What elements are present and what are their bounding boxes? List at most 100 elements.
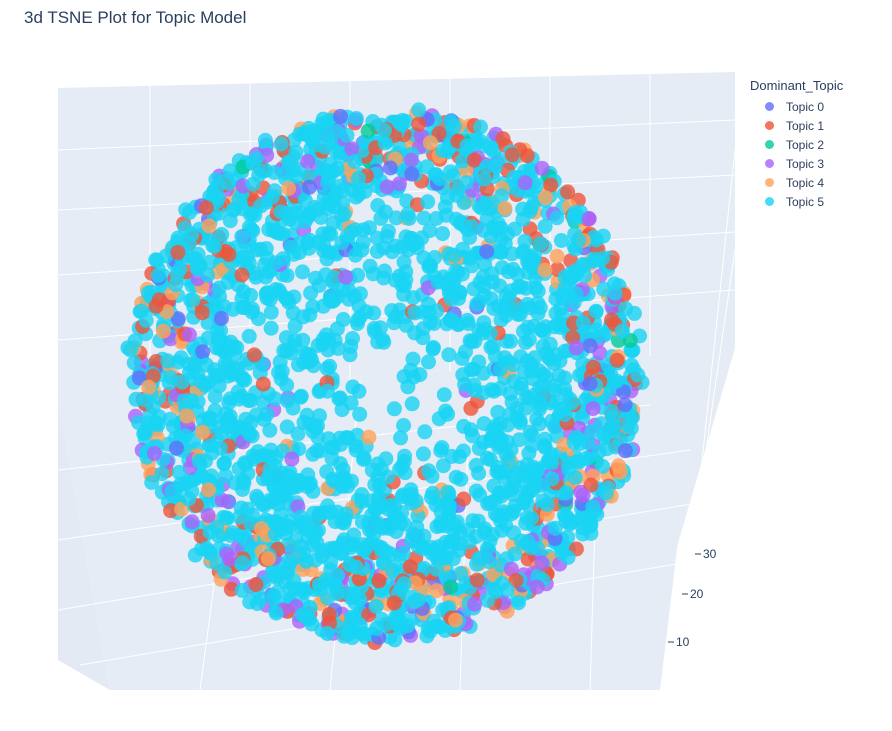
point-topic-5	[421, 463, 437, 479]
point-topic-5	[263, 320, 279, 336]
point-topic-5	[571, 232, 587, 248]
point-topic-5	[568, 286, 584, 302]
point-topic-5	[513, 533, 529, 549]
point-topic-0	[170, 311, 186, 327]
point-topic-5	[505, 357, 521, 373]
point-topic-0	[617, 443, 633, 459]
chart-title: 3d TSNE Plot for Topic Model	[24, 8, 247, 27]
point-topic-5	[311, 234, 327, 250]
point-topic-0	[213, 311, 229, 326]
z-tick-label: 30	[703, 547, 717, 561]
point-topic-5	[275, 226, 291, 242]
point-topic-5	[319, 383, 335, 399]
point-topic-3	[467, 596, 483, 612]
point-topic-3	[184, 514, 200, 530]
legend-item-topic-4[interactable]: Topic 4	[750, 173, 843, 192]
point-topic-5	[341, 291, 357, 307]
legend-item-topic-3[interactable]: Topic 3	[750, 154, 843, 173]
point-topic-5	[291, 357, 306, 373]
point-topic-1	[255, 376, 271, 392]
point-topic-5	[450, 181, 466, 197]
point-topic-5	[255, 496, 270, 512]
legend-item-topic-2[interactable]: Topic 2	[750, 135, 843, 154]
point-topic-5	[448, 469, 464, 485]
point-topic-5	[218, 468, 234, 484]
point-topic-5	[336, 515, 352, 531]
point-topic-5	[243, 392, 259, 408]
point-topic-3	[222, 551, 238, 567]
point-topic-5	[451, 542, 467, 558]
point-topic-5	[340, 430, 356, 446]
point-topic-5	[404, 533, 420, 549]
point-topic-5	[476, 416, 492, 432]
legend-item-topic-5[interactable]: Topic 5	[750, 192, 843, 211]
point-topic-3	[403, 152, 419, 168]
point-topic-4	[448, 612, 464, 628]
point-topic-5	[271, 364, 287, 380]
left-wall	[58, 88, 110, 690]
point-topic-4	[361, 429, 377, 445]
point-topic-0	[195, 344, 211, 360]
point-topic-5	[187, 547, 203, 563]
point-topic-5	[614, 323, 630, 339]
point-topic-5	[270, 490, 286, 506]
point-topic-5	[208, 172, 224, 188]
point-topic-5	[396, 576, 412, 592]
point-topic-5	[373, 320, 388, 336]
point-topic-1	[151, 292, 167, 308]
point-topic-5	[349, 316, 365, 332]
point-topic-5	[544, 471, 560, 487]
point-topic-5	[446, 247, 462, 263]
point-topic-5	[370, 198, 386, 213]
point-topic-5	[302, 600, 318, 615]
point-topic-4	[174, 501, 190, 517]
point-topic-5	[396, 418, 412, 433]
legend-marker-topic-0	[765, 102, 774, 111]
legend-item-topic-1[interactable]: Topic 1	[750, 116, 843, 135]
point-topic-5	[493, 245, 509, 260]
scatter-points	[120, 102, 650, 651]
point-topic-5	[333, 207, 349, 223]
point-topic-5	[518, 400, 534, 416]
point-topic-5	[432, 171, 448, 187]
point-topic-5	[462, 534, 477, 550]
point-topic-5	[443, 114, 459, 130]
point-topic-5	[535, 493, 551, 509]
point-topic-5	[305, 446, 321, 462]
point-topic-1	[504, 147, 520, 163]
point-topic-5	[433, 443, 449, 459]
legend-item-topic-0[interactable]: Topic 0	[750, 97, 843, 116]
point-topic-5	[381, 520, 397, 536]
point-topic-5	[342, 557, 358, 573]
point-topic-5	[375, 555, 391, 571]
point-topic-5	[299, 407, 315, 423]
point-topic-4	[179, 408, 195, 424]
grid-line	[689, 249, 736, 561]
point-topic-0	[479, 244, 495, 259]
point-topic-5	[145, 399, 161, 415]
point-topic-5	[436, 387, 452, 403]
point-topic-5	[361, 220, 377, 236]
point-topic-5	[372, 496, 388, 512]
point-topic-5	[469, 556, 485, 572]
point-topic-1	[585, 359, 601, 375]
point-topic-5	[455, 153, 471, 169]
point-topic-0	[617, 397, 633, 413]
point-topic-5	[319, 626, 335, 641]
point-topic-5	[560, 550, 576, 565]
point-topic-5	[252, 241, 268, 257]
point-topic-5	[283, 239, 299, 255]
point-topic-5	[264, 189, 280, 205]
point-topic-5	[424, 489, 439, 505]
point-topic-0	[404, 166, 420, 182]
point-topic-5	[490, 298, 506, 314]
point-topic-5	[393, 117, 409, 133]
point-topic-5	[202, 254, 218, 270]
point-topic-5	[344, 182, 360, 198]
point-topic-5	[506, 373, 522, 389]
point-topic-5	[456, 418, 472, 434]
point-topic-1	[371, 573, 387, 589]
point-topic-5	[347, 154, 363, 169]
point-topic-5	[588, 303, 604, 319]
